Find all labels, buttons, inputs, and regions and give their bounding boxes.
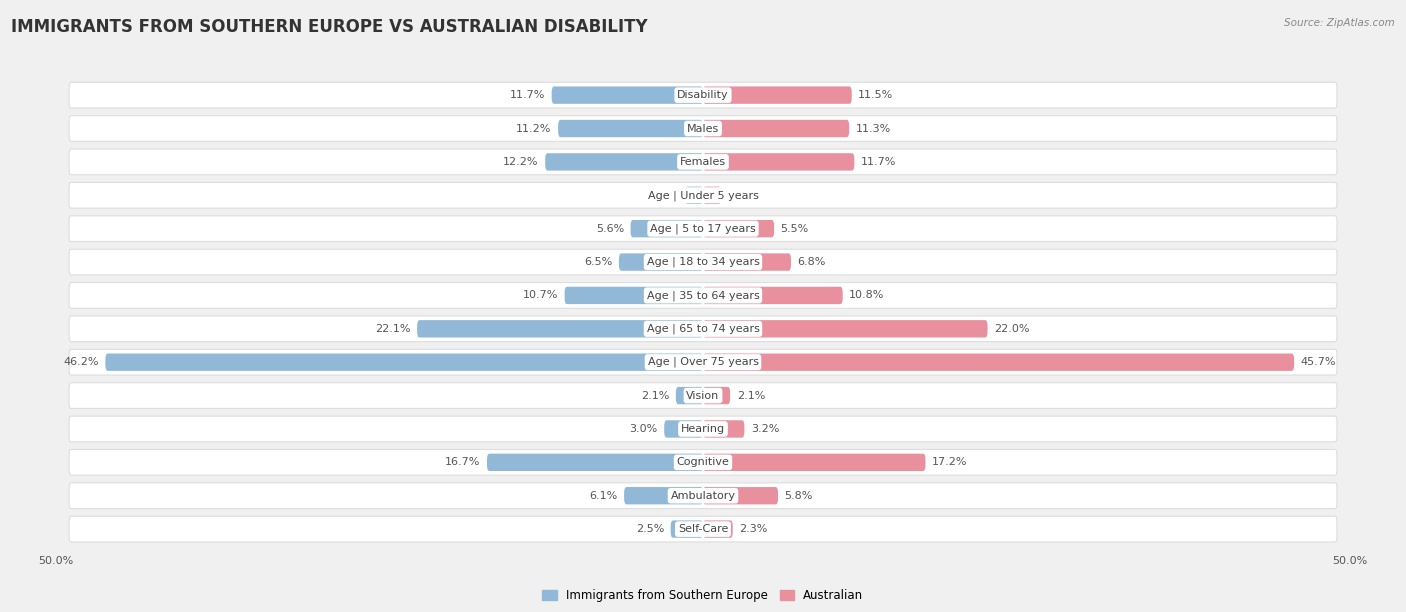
Text: Age | 65 to 74 years: Age | 65 to 74 years	[647, 324, 759, 334]
FancyBboxPatch shape	[418, 320, 703, 337]
FancyBboxPatch shape	[703, 420, 744, 438]
Text: 2.1%: 2.1%	[641, 390, 669, 401]
FancyBboxPatch shape	[558, 120, 703, 137]
FancyBboxPatch shape	[69, 82, 1337, 108]
FancyBboxPatch shape	[703, 253, 792, 271]
FancyBboxPatch shape	[69, 449, 1337, 475]
Text: Source: ZipAtlas.com: Source: ZipAtlas.com	[1284, 18, 1395, 28]
FancyBboxPatch shape	[703, 320, 987, 337]
Text: 3.2%: 3.2%	[751, 424, 779, 434]
FancyBboxPatch shape	[69, 182, 1337, 208]
FancyBboxPatch shape	[703, 487, 778, 504]
FancyBboxPatch shape	[69, 249, 1337, 275]
FancyBboxPatch shape	[69, 517, 1337, 542]
FancyBboxPatch shape	[703, 520, 733, 538]
Text: 16.7%: 16.7%	[446, 457, 481, 468]
Text: 6.1%: 6.1%	[589, 491, 617, 501]
Text: Cognitive: Cognitive	[676, 457, 730, 468]
Text: Age | 5 to 17 years: Age | 5 to 17 years	[650, 223, 756, 234]
Text: 11.7%: 11.7%	[860, 157, 896, 167]
FancyBboxPatch shape	[703, 387, 730, 405]
Legend: Immigrants from Southern Europe, Australian: Immigrants from Southern Europe, Austral…	[537, 584, 869, 607]
FancyBboxPatch shape	[551, 86, 703, 104]
Text: 22.1%: 22.1%	[375, 324, 411, 334]
FancyBboxPatch shape	[624, 487, 703, 504]
Text: 5.8%: 5.8%	[785, 491, 813, 501]
Text: 17.2%: 17.2%	[932, 457, 967, 468]
Text: 46.2%: 46.2%	[63, 357, 98, 367]
FancyBboxPatch shape	[546, 153, 703, 171]
Text: 11.5%: 11.5%	[858, 90, 893, 100]
Text: Hearing: Hearing	[681, 424, 725, 434]
FancyBboxPatch shape	[565, 287, 703, 304]
Text: Age | Under 5 years: Age | Under 5 years	[648, 190, 758, 201]
Text: 2.3%: 2.3%	[740, 524, 768, 534]
FancyBboxPatch shape	[703, 120, 849, 137]
FancyBboxPatch shape	[69, 283, 1337, 308]
FancyBboxPatch shape	[703, 187, 721, 204]
Text: 12.2%: 12.2%	[503, 157, 538, 167]
FancyBboxPatch shape	[69, 382, 1337, 408]
Text: Females: Females	[681, 157, 725, 167]
FancyBboxPatch shape	[630, 220, 703, 237]
FancyBboxPatch shape	[685, 187, 703, 204]
FancyBboxPatch shape	[69, 483, 1337, 509]
FancyBboxPatch shape	[105, 354, 703, 371]
Text: 10.7%: 10.7%	[523, 291, 558, 300]
Text: 10.8%: 10.8%	[849, 291, 884, 300]
FancyBboxPatch shape	[671, 520, 703, 538]
Text: 11.7%: 11.7%	[510, 90, 546, 100]
FancyBboxPatch shape	[69, 149, 1337, 175]
Text: 5.6%: 5.6%	[596, 223, 624, 234]
Text: 1.4%: 1.4%	[727, 190, 756, 200]
FancyBboxPatch shape	[703, 86, 852, 104]
Text: Self-Care: Self-Care	[678, 524, 728, 534]
FancyBboxPatch shape	[69, 349, 1337, 375]
FancyBboxPatch shape	[703, 453, 925, 471]
FancyBboxPatch shape	[664, 420, 703, 438]
FancyBboxPatch shape	[69, 216, 1337, 242]
Text: 1.4%: 1.4%	[650, 190, 679, 200]
Text: 45.7%: 45.7%	[1301, 357, 1336, 367]
Text: Age | Over 75 years: Age | Over 75 years	[648, 357, 758, 367]
FancyBboxPatch shape	[676, 387, 703, 405]
FancyBboxPatch shape	[703, 287, 842, 304]
Text: 11.2%: 11.2%	[516, 124, 551, 133]
FancyBboxPatch shape	[703, 153, 855, 171]
Text: 2.5%: 2.5%	[636, 524, 664, 534]
FancyBboxPatch shape	[486, 453, 703, 471]
Text: 2.1%: 2.1%	[737, 390, 765, 401]
Text: Vision: Vision	[686, 390, 720, 401]
FancyBboxPatch shape	[69, 116, 1337, 141]
Text: Ambulatory: Ambulatory	[671, 491, 735, 501]
Text: IMMIGRANTS FROM SOUTHERN EUROPE VS AUSTRALIAN DISABILITY: IMMIGRANTS FROM SOUTHERN EUROPE VS AUSTR…	[11, 18, 648, 36]
Text: Disability: Disability	[678, 90, 728, 100]
Text: Age | 35 to 64 years: Age | 35 to 64 years	[647, 290, 759, 300]
Text: 22.0%: 22.0%	[994, 324, 1029, 334]
FancyBboxPatch shape	[69, 316, 1337, 341]
Text: 11.3%: 11.3%	[856, 124, 891, 133]
Text: 6.5%: 6.5%	[585, 257, 613, 267]
Text: 5.5%: 5.5%	[780, 223, 808, 234]
Text: 6.8%: 6.8%	[797, 257, 825, 267]
FancyBboxPatch shape	[619, 253, 703, 271]
FancyBboxPatch shape	[703, 354, 1294, 371]
Text: Age | 18 to 34 years: Age | 18 to 34 years	[647, 257, 759, 267]
Text: Males: Males	[688, 124, 718, 133]
Text: 3.0%: 3.0%	[630, 424, 658, 434]
FancyBboxPatch shape	[703, 220, 775, 237]
FancyBboxPatch shape	[69, 416, 1337, 442]
